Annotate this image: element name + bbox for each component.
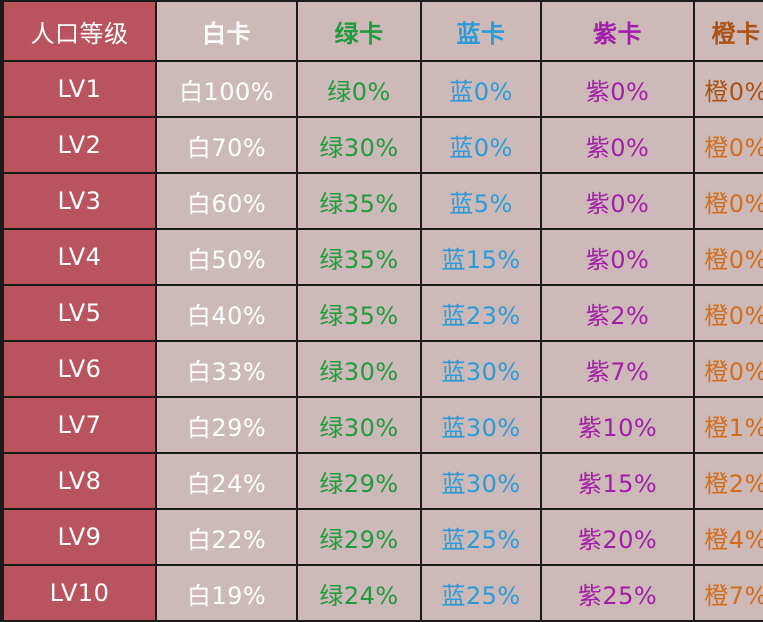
header-orange-label: 橙卡 [711, 19, 761, 48]
header-green-card: 绿卡 [298, 2, 420, 60]
white-rate: 白70% [157, 118, 296, 172]
orange-rate: 橙0% [695, 174, 763, 228]
header-orange-card: 橙卡 [695, 2, 763, 60]
header-white-card: 白卡 [157, 2, 296, 60]
purple-rate: 紫10% [542, 398, 693, 452]
green-rate: 绿35% [298, 286, 420, 340]
row-level: LV7 [4, 398, 155, 452]
white-rate: 白22% [157, 510, 296, 564]
white-rate: 白100% [157, 62, 296, 116]
blue-rate: 蓝25% [422, 566, 540, 620]
green-rate: 绿0% [298, 62, 420, 116]
row-level: LV5 [4, 286, 155, 340]
white-rate: 白50% [157, 230, 296, 284]
orange-rate: 橙0% [695, 342, 763, 396]
row-level: LV2 [4, 118, 155, 172]
blue-rate: 蓝23% [422, 286, 540, 340]
purple-rate: 紫0% [542, 118, 693, 172]
orange-rate: 橙2% [695, 454, 763, 508]
row-level: LV8 [4, 454, 155, 508]
orange-rate: 橙1% [695, 398, 763, 452]
row-level: LV10 [4, 566, 155, 620]
orange-rate: 橙7% [695, 566, 763, 620]
purple-rate: 紫15% [542, 454, 693, 508]
header-blue-label: 蓝卡 [456, 19, 506, 48]
header-level-label: 人口等级 [30, 19, 129, 48]
header-level: 人口等级 [4, 2, 155, 60]
blue-rate: 蓝30% [422, 454, 540, 508]
white-rate: 白33% [157, 342, 296, 396]
blue-rate: 蓝15% [422, 230, 540, 284]
green-rate: 绿35% [298, 174, 420, 228]
orange-rate: 橙0% [695, 230, 763, 284]
blue-rate: 蓝0% [422, 118, 540, 172]
purple-rate: 紫0% [542, 230, 693, 284]
row-level: LV9 [4, 510, 155, 564]
blue-rate: 蓝25% [422, 510, 540, 564]
green-rate: 绿30% [298, 398, 420, 452]
row-level: LV6 [4, 342, 155, 396]
blue-rate: 蓝30% [422, 398, 540, 452]
white-rate: 白24% [157, 454, 296, 508]
blue-rate: 蓝30% [422, 342, 540, 396]
header-white-label: 白卡 [202, 19, 251, 48]
header-blue-card: 蓝卡 [422, 2, 540, 60]
row-level: LV3 [4, 174, 155, 228]
row-level: LV1 [4, 62, 155, 116]
blue-rate: 蓝5% [422, 174, 540, 228]
header-green-label: 绿卡 [334, 19, 384, 48]
green-rate: 绿30% [298, 118, 420, 172]
white-rate: 白40% [157, 286, 296, 340]
purple-rate: 紫25% [542, 566, 693, 620]
header-purple-label: 紫卡 [593, 19, 642, 48]
orange-rate: 橙0% [695, 286, 763, 340]
purple-rate: 紫2% [542, 286, 693, 340]
orange-rate: 橙4% [695, 510, 763, 564]
white-rate: 白19% [157, 566, 296, 620]
row-level: LV4 [4, 230, 155, 284]
green-rate: 绿35% [298, 230, 420, 284]
blue-rate: 蓝0% [422, 62, 540, 116]
orange-rate: 橙0% [695, 62, 763, 116]
purple-rate: 紫20% [542, 510, 693, 564]
green-rate: 绿29% [298, 454, 420, 508]
white-rate: 白29% [157, 398, 296, 452]
purple-rate: 紫0% [542, 174, 693, 228]
green-rate: 绿24% [298, 566, 420, 620]
green-rate: 绿30% [298, 342, 420, 396]
orange-rate: 橙0% [695, 118, 763, 172]
white-rate: 白60% [157, 174, 296, 228]
purple-rate: 紫7% [542, 342, 693, 396]
header-purple-card: 紫卡 [542, 2, 693, 60]
purple-rate: 紫0% [542, 62, 693, 116]
green-rate: 绿29% [298, 510, 420, 564]
